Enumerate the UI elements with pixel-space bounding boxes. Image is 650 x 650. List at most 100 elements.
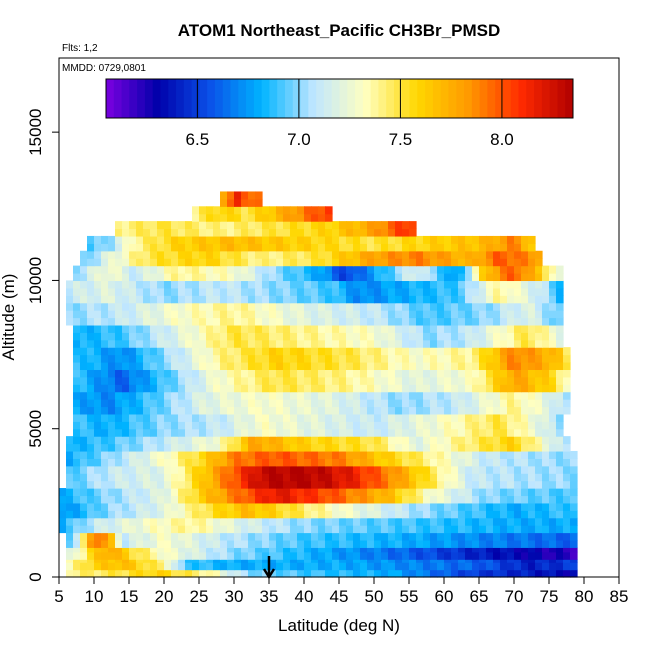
heatmap-cell bbox=[248, 384, 256, 393]
heatmap-cell bbox=[122, 569, 130, 578]
heatmap-cell bbox=[213, 347, 221, 356]
heatmap-cell bbox=[192, 273, 200, 282]
heatmap-cell bbox=[437, 347, 445, 356]
heatmap-cell bbox=[542, 562, 550, 571]
heatmap-cell bbox=[269, 436, 277, 445]
heatmap-cell bbox=[311, 532, 319, 541]
heatmap-cell bbox=[563, 473, 571, 482]
heatmap-cell bbox=[304, 551, 312, 560]
heatmap-cell bbox=[507, 250, 515, 259]
colorbar-segment bbox=[401, 79, 411, 118]
heatmap-cell bbox=[262, 525, 270, 534]
heatmap-cell bbox=[115, 495, 123, 504]
heatmap-cell bbox=[500, 443, 508, 452]
heatmap-cell bbox=[353, 539, 361, 548]
heatmap-cell bbox=[220, 265, 228, 274]
heatmap-cell bbox=[297, 391, 305, 400]
heatmap-cell bbox=[360, 287, 368, 296]
heatmap-cell bbox=[451, 458, 459, 467]
heatmap-cell bbox=[115, 436, 123, 445]
heatmap-cell bbox=[248, 213, 256, 222]
heatmap-cell bbox=[220, 399, 228, 408]
heatmap-cell bbox=[122, 443, 130, 452]
heatmap-cell bbox=[402, 235, 410, 244]
heatmap-cell bbox=[241, 413, 249, 422]
heatmap-cell bbox=[535, 406, 543, 415]
heatmap-cell bbox=[493, 347, 501, 356]
heatmap-cell bbox=[430, 235, 438, 244]
heatmap-cell bbox=[283, 332, 291, 341]
heatmap-cell bbox=[248, 228, 256, 237]
heatmap-cell bbox=[227, 495, 235, 504]
heatmap-cell bbox=[563, 384, 571, 393]
heatmap-cell bbox=[248, 339, 256, 348]
heatmap-cell bbox=[157, 310, 165, 319]
heatmap-cell bbox=[101, 539, 109, 548]
heatmap-cell bbox=[311, 436, 319, 445]
heatmap-cell bbox=[80, 547, 88, 553]
heatmap-cell bbox=[171, 413, 179, 422]
heatmap-cell bbox=[227, 428, 235, 437]
heatmap-cell bbox=[171, 324, 179, 333]
heatmap-cell bbox=[339, 324, 347, 333]
heatmap-cell bbox=[493, 250, 501, 259]
heatmap-cell bbox=[360, 265, 368, 274]
heatmap-cell bbox=[290, 302, 298, 311]
heatmap-cell bbox=[276, 302, 284, 311]
heatmap-cell bbox=[486, 488, 494, 497]
y-tick-label: 15000 bbox=[26, 109, 45, 156]
heatmap-cell bbox=[430, 421, 438, 430]
heatmap-cell bbox=[87, 443, 95, 452]
heatmap-cell bbox=[563, 450, 571, 459]
heatmap-cell bbox=[269, 532, 277, 541]
heatmap-cell bbox=[521, 502, 529, 511]
heatmap-cell bbox=[115, 235, 123, 244]
heatmap-cell bbox=[269, 324, 277, 333]
heatmap-cell bbox=[136, 406, 144, 415]
heatmap-cell bbox=[325, 354, 333, 363]
heatmap-cell bbox=[192, 354, 200, 363]
heatmap-cell bbox=[101, 517, 109, 526]
heatmap-cell bbox=[255, 428, 263, 437]
heatmap-cell bbox=[360, 473, 368, 482]
heatmap-cell bbox=[248, 324, 256, 333]
heatmap-cell bbox=[409, 428, 417, 437]
heatmap-cell bbox=[248, 258, 256, 267]
heatmap-cell bbox=[381, 287, 389, 296]
heatmap-cell bbox=[311, 547, 319, 553]
heatmap-cell bbox=[122, 295, 130, 304]
heatmap-cell bbox=[290, 228, 298, 237]
heatmap-cell bbox=[80, 258, 88, 267]
heatmap-cell bbox=[360, 480, 368, 489]
heatmap-cell bbox=[332, 539, 340, 548]
heatmap-cell bbox=[388, 465, 396, 474]
heatmap-cell bbox=[402, 376, 410, 385]
heatmap-cell bbox=[115, 562, 123, 571]
heatmap-cell bbox=[535, 547, 543, 553]
heatmap-cell bbox=[185, 265, 193, 274]
heatmap-cell bbox=[73, 569, 81, 578]
heatmap-cell bbox=[94, 517, 102, 526]
heatmap-cell bbox=[129, 332, 137, 341]
heatmap-cell bbox=[150, 465, 158, 474]
heatmap-cell bbox=[157, 525, 165, 534]
heatmap-cell bbox=[150, 317, 158, 326]
heatmap-cell bbox=[444, 280, 452, 289]
heatmap-cell bbox=[318, 488, 326, 497]
heatmap-cell bbox=[465, 517, 473, 526]
heatmap-cell bbox=[535, 280, 543, 289]
heatmap-cell bbox=[360, 517, 368, 526]
heatmap-cell bbox=[409, 324, 417, 333]
heatmap-cell bbox=[388, 302, 396, 311]
heatmap-cell bbox=[304, 406, 312, 415]
heatmap-cell bbox=[451, 428, 459, 437]
heatmap-cell bbox=[73, 443, 81, 452]
heatmap-cell bbox=[108, 384, 116, 393]
heatmap-cell bbox=[535, 525, 543, 534]
heatmap-cell bbox=[451, 532, 459, 541]
heatmap-cell bbox=[444, 332, 452, 341]
heatmap-cell bbox=[500, 273, 508, 282]
heatmap-cell bbox=[94, 532, 102, 541]
heatmap-cell bbox=[563, 488, 571, 497]
heatmap-cell bbox=[381, 310, 389, 319]
